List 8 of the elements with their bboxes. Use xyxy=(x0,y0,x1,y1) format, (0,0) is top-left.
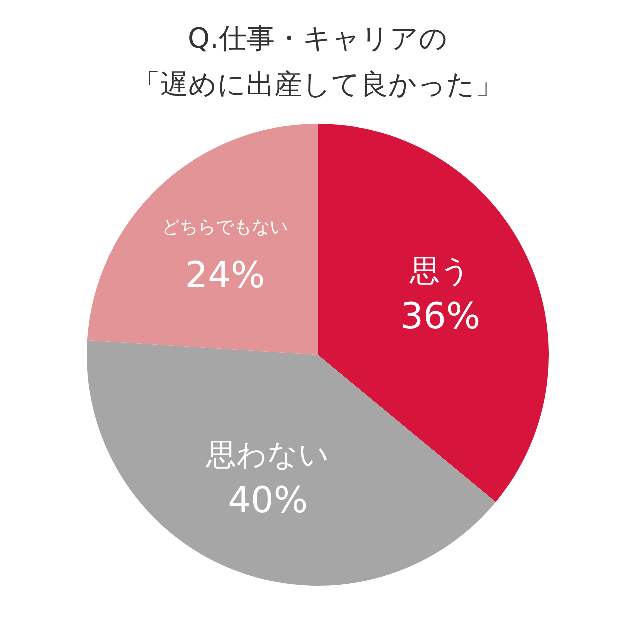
data-label: 40% xyxy=(228,480,308,522)
chart-subtitle: 「遅めに出産して良かった」 xyxy=(132,67,504,103)
data-label: 24% xyxy=(185,256,266,297)
data-label: 36% xyxy=(400,296,481,338)
slice-label: どちらでもない xyxy=(162,216,288,238)
chart-title: Q.仕事・キャリアの xyxy=(187,21,449,57)
slice-label: 思う xyxy=(409,254,472,290)
slice-label: 思わない xyxy=(206,438,330,473)
